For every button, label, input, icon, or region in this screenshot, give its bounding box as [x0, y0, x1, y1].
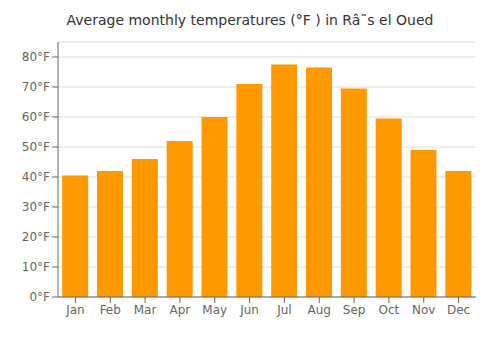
- svg-text:Nov: Nov: [412, 303, 435, 317]
- svg-text:Apr: Apr: [170, 303, 191, 317]
- svg-text:50°F: 50°F: [22, 140, 50, 154]
- svg-text:Dec: Dec: [447, 303, 470, 317]
- svg-text:60°F: 60°F: [22, 110, 50, 124]
- svg-text:Aug: Aug: [308, 303, 331, 317]
- html-text:Average monthly temperatures (: Average monthly temperatures (°F ) in Râ…: [66, 12, 434, 28]
- svg-text:10°F: 10°F: [22, 260, 50, 274]
- svg-text:May: May: [202, 303, 227, 317]
- svg-text:0°F: 0°F: [29, 290, 50, 304]
- svg-text:Jan: Jan: [65, 303, 85, 317]
- svg-text:40°F: 40°F: [22, 170, 50, 184]
- svg-text:80°F: 80°F: [22, 50, 50, 64]
- svg-text:Oct: Oct: [379, 303, 400, 317]
- svg-text:Mar: Mar: [134, 303, 157, 317]
- svg-text:Sep: Sep: [343, 303, 366, 317]
- svg-text:30°F: 30°F: [22, 200, 50, 214]
- svg-text:20°F: 20°F: [22, 230, 50, 244]
- svg-text:Jul: Jul: [276, 303, 291, 317]
- svg-text:Feb: Feb: [100, 303, 121, 317]
- svg-text:70°F: 70°F: [22, 80, 50, 94]
- svg-text:Jun: Jun: [239, 303, 259, 317]
